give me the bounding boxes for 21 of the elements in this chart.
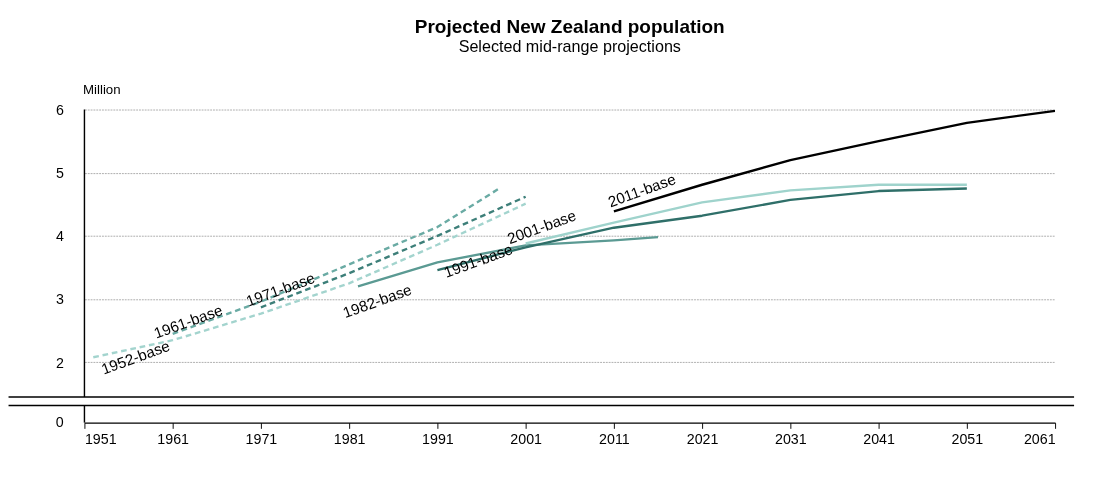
- y-tick-label: 2: [56, 354, 65, 371]
- x-tick-label: 2041: [863, 431, 895, 448]
- x-tick-label: 1981: [333, 431, 366, 448]
- x-tick-label: 2051: [951, 431, 984, 448]
- x-tick-label: 2021: [686, 431, 719, 448]
- y-tick-label: 4: [56, 228, 65, 245]
- x-tick-label: 1991: [422, 431, 454, 448]
- x-tick-label: 2061: [1023, 431, 1056, 448]
- chart-title: Projected New Zealand population: [414, 15, 725, 37]
- y-tick-label: 3: [56, 291, 65, 308]
- text: 0: [55, 414, 64, 431]
- y-tick-label: 5: [56, 164, 65, 181]
- x-tick-label: 2031: [775, 431, 807, 448]
- x-tick-label: 2011: [599, 431, 630, 448]
- chart-subtitle: Selected mid-range projections: [458, 36, 681, 55]
- y-tick-label: 6: [56, 101, 65, 118]
- x-tick-label: 2001: [510, 431, 543, 448]
- x-tick-label: 1971: [245, 431, 278, 448]
- y-axis-title: Million: [83, 81, 121, 97]
- x-tick-label: 1961: [157, 431, 190, 448]
- x-tick-label: 1951: [84, 431, 117, 448]
